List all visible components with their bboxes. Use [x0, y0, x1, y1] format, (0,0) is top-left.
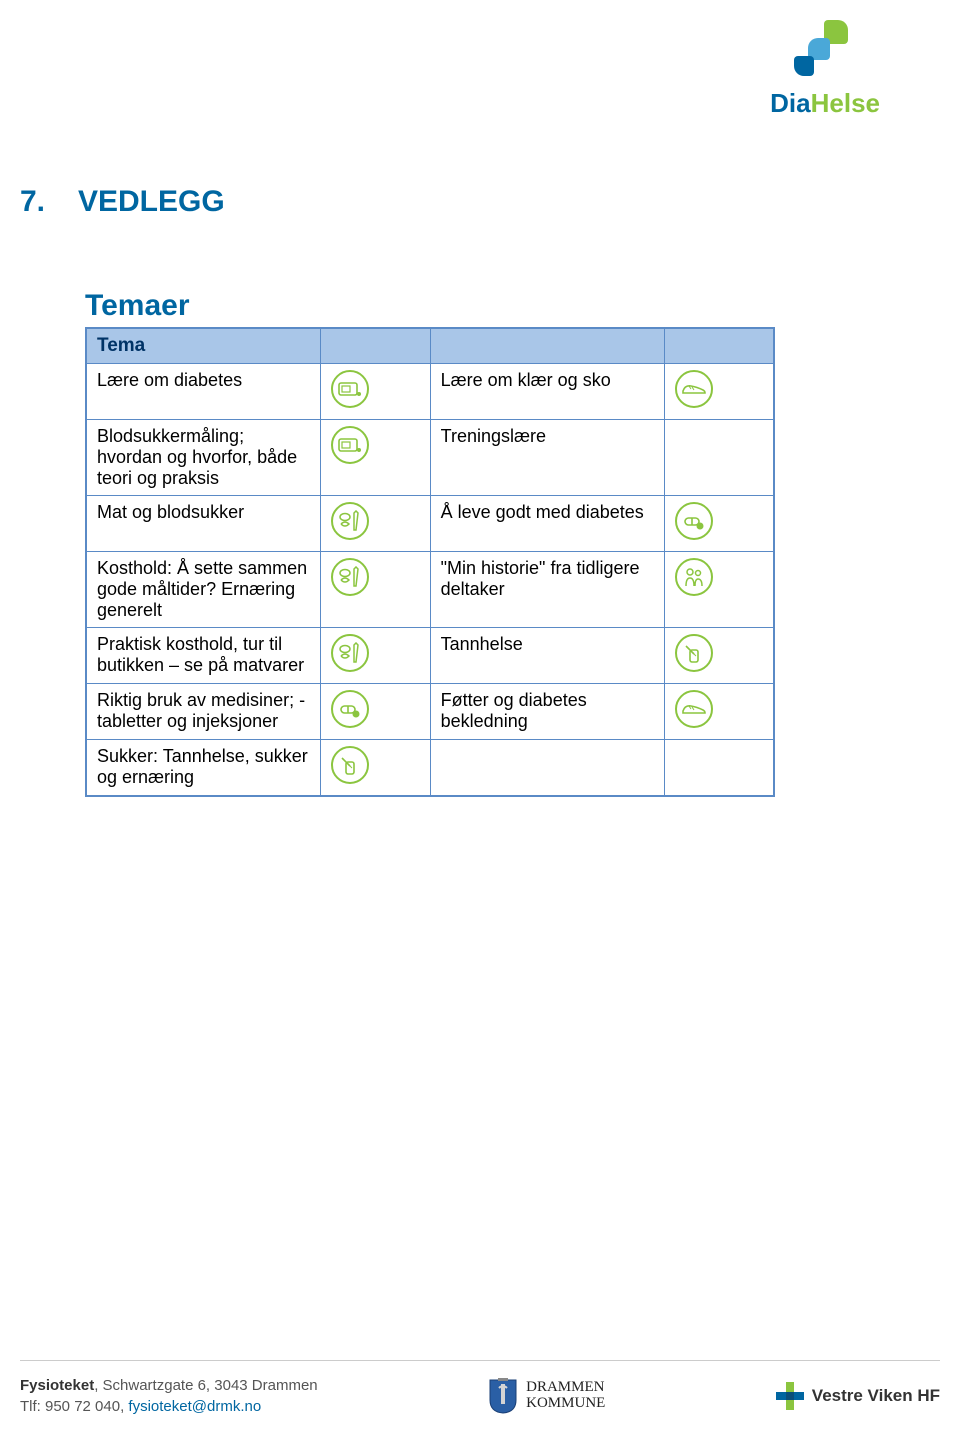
table-header: Tema	[86, 328, 321, 364]
shoe-icon	[675, 690, 713, 728]
footer-partner: Vestre Viken HF	[776, 1382, 940, 1410]
logo-part1: Dia	[770, 88, 810, 118]
topic-left-icon-cell	[321, 740, 431, 797]
meter-icon	[331, 370, 369, 408]
topic-right: Tannhelse	[430, 628, 664, 684]
meter-icon	[331, 426, 369, 464]
section-title: VEDLEGG	[78, 185, 225, 218]
table-row: Praktisk kosthold, tur til butikken – se…	[86, 628, 774, 684]
table-row: Sukker: Tannhelse, sukker og ernæring	[86, 740, 774, 797]
table-row: Riktig bruk av medisiner; - tabletter og…	[86, 684, 774, 740]
footer-partner-name: Vestre Viken HF	[812, 1386, 940, 1406]
topic-left: Sukker: Tannhelse, sukker og ernæring	[86, 740, 321, 797]
topic-left-icon-cell	[321, 364, 431, 420]
footer-address: , Schwartzgate 6, 3043 Drammen	[94, 1377, 317, 1394]
page-footer: Fysioteket, Schwartzgate 6, 3043 Drammen…	[20, 1360, 940, 1417]
cross-icon	[776, 1382, 804, 1410]
footer-contact: Fysioteket, Schwartzgate 6, 3043 Drammen…	[20, 1375, 318, 1417]
topic-left-icon-cell	[321, 420, 431, 496]
table-row: Kosthold: Å sette sammen gode måltider? …	[86, 552, 774, 628]
topic-right: Treningslære	[430, 420, 664, 496]
topic-right-icon-cell	[664, 628, 774, 684]
topic-right: Lære om klær og sko	[430, 364, 664, 420]
shoe-icon	[675, 370, 713, 408]
food-icon	[331, 502, 369, 540]
topic-right: Å leve godt med diabetes	[430, 496, 664, 552]
topic-left-icon-cell	[321, 552, 431, 628]
footer-municipality: DRAMMEN KOMMUNE	[488, 1378, 605, 1414]
topic-right	[430, 740, 664, 797]
topic-right-icon-cell	[664, 684, 774, 740]
topic-left: Lære om diabetes	[86, 364, 321, 420]
topic-right-icon-cell	[664, 740, 774, 797]
logo-part2: Helse	[811, 88, 880, 118]
section-heading: 7.VEDLEGG	[20, 185, 880, 219]
section-number: 7.	[20, 185, 78, 219]
topic-right: Føtter og diabetes bekledning	[430, 684, 664, 740]
table-header-empty	[664, 328, 774, 364]
table-row: Lære om diabetes Lære om klær og sko	[86, 364, 774, 420]
brand-logo: DiaHelse	[770, 20, 880, 119]
pill-icon	[675, 502, 713, 540]
shield-icon	[488, 1378, 518, 1414]
topic-left-icon-cell	[321, 684, 431, 740]
footer-phone: 950 72 040,	[45, 1398, 128, 1415]
topic-left: Blodsukkermåling; hvordan og hvorfor, bå…	[86, 420, 321, 496]
topic-right-icon-cell	[664, 364, 774, 420]
footer-email-link[interactable]: fysioteket@drmk.no	[128, 1398, 261, 1415]
topic-right: "Min historie" fra tidligere deltaker	[430, 552, 664, 628]
topic-left: Praktisk kosthold, tur til butikken – se…	[86, 628, 321, 684]
table-header-empty	[321, 328, 431, 364]
table-row: Blodsukkermåling; hvordan og hvorfor, bå…	[86, 420, 774, 496]
topic-left-icon-cell	[321, 628, 431, 684]
topic-right-icon-cell	[664, 420, 774, 496]
food-icon	[331, 558, 369, 596]
logo-mark	[790, 20, 860, 80]
people-icon	[675, 558, 713, 596]
topic-left: Riktig bruk av medisiner; - tabletter og…	[86, 684, 321, 740]
footer-mid-line2: KOMMUNE	[526, 1396, 605, 1412]
table-header-empty	[430, 328, 664, 364]
topic-left: Kosthold: Å sette sammen gode måltider? …	[86, 552, 321, 628]
topics-table: Tema Lære om diabetes Lære om klær og sko…	[85, 327, 775, 797]
table-row: Mat og blodsukker Å leve godt med diabete…	[86, 496, 774, 552]
tooth-icon	[331, 746, 369, 784]
footer-mid-line1: DRAMMEN	[526, 1380, 605, 1396]
pill-icon	[331, 690, 369, 728]
topic-right-icon-cell	[664, 496, 774, 552]
tooth-icon	[675, 634, 713, 672]
subtitle: Temaer	[85, 289, 880, 323]
topic-left-icon-cell	[321, 496, 431, 552]
topic-left: Mat og blodsukker	[86, 496, 321, 552]
topic-right-icon-cell	[664, 552, 774, 628]
footer-phone-label: Tlf:	[20, 1398, 45, 1415]
food-icon	[331, 634, 369, 672]
footer-org: Fysioteket	[20, 1377, 94, 1394]
logo-text: DiaHelse	[770, 88, 880, 119]
